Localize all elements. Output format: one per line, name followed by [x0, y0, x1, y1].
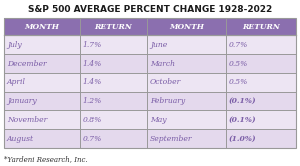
Text: MONTH: MONTH: [25, 23, 59, 31]
Text: (1.0%): (1.0%): [229, 135, 256, 143]
Text: March: March: [150, 59, 175, 68]
Text: 0.5%: 0.5%: [229, 59, 248, 68]
Text: 0.7%: 0.7%: [229, 41, 248, 49]
Text: *Yardeni Research, Inc.: *Yardeni Research, Inc.: [4, 155, 88, 163]
Bar: [4, 110, 296, 129]
Text: 1.4%: 1.4%: [83, 78, 102, 86]
Text: August: August: [7, 135, 34, 143]
Text: July: July: [7, 41, 22, 49]
Bar: [4, 54, 296, 73]
Text: September: September: [150, 135, 193, 143]
Text: (0.1%): (0.1%): [229, 97, 256, 105]
Text: December: December: [7, 59, 46, 68]
Text: November: November: [7, 116, 47, 124]
Text: 1.2%: 1.2%: [83, 97, 102, 105]
Text: October: October: [150, 78, 181, 86]
Bar: [4, 18, 296, 148]
Text: 0.7%: 0.7%: [83, 135, 102, 143]
Bar: [4, 35, 296, 54]
Text: MONTH: MONTH: [169, 23, 204, 31]
Bar: [4, 73, 296, 92]
Text: May: May: [150, 116, 166, 124]
Text: (0.1%): (0.1%): [229, 116, 256, 124]
Text: 1.7%: 1.7%: [83, 41, 102, 49]
Text: 1.4%: 1.4%: [83, 59, 102, 68]
Bar: [4, 92, 296, 110]
Text: April: April: [7, 78, 26, 86]
Bar: [4, 18, 296, 35]
Text: January: January: [7, 97, 37, 105]
Text: RETURN: RETURN: [94, 23, 132, 31]
Text: RETURN: RETURN: [242, 23, 280, 31]
Text: June: June: [150, 41, 167, 49]
Text: 0.8%: 0.8%: [83, 116, 102, 124]
Bar: [4, 129, 296, 148]
Text: 0.5%: 0.5%: [229, 78, 248, 86]
Text: February: February: [150, 97, 185, 105]
Text: S&P 500 AVERAGE PERCENT CHANGE 1928-2022: S&P 500 AVERAGE PERCENT CHANGE 1928-2022: [28, 4, 272, 13]
